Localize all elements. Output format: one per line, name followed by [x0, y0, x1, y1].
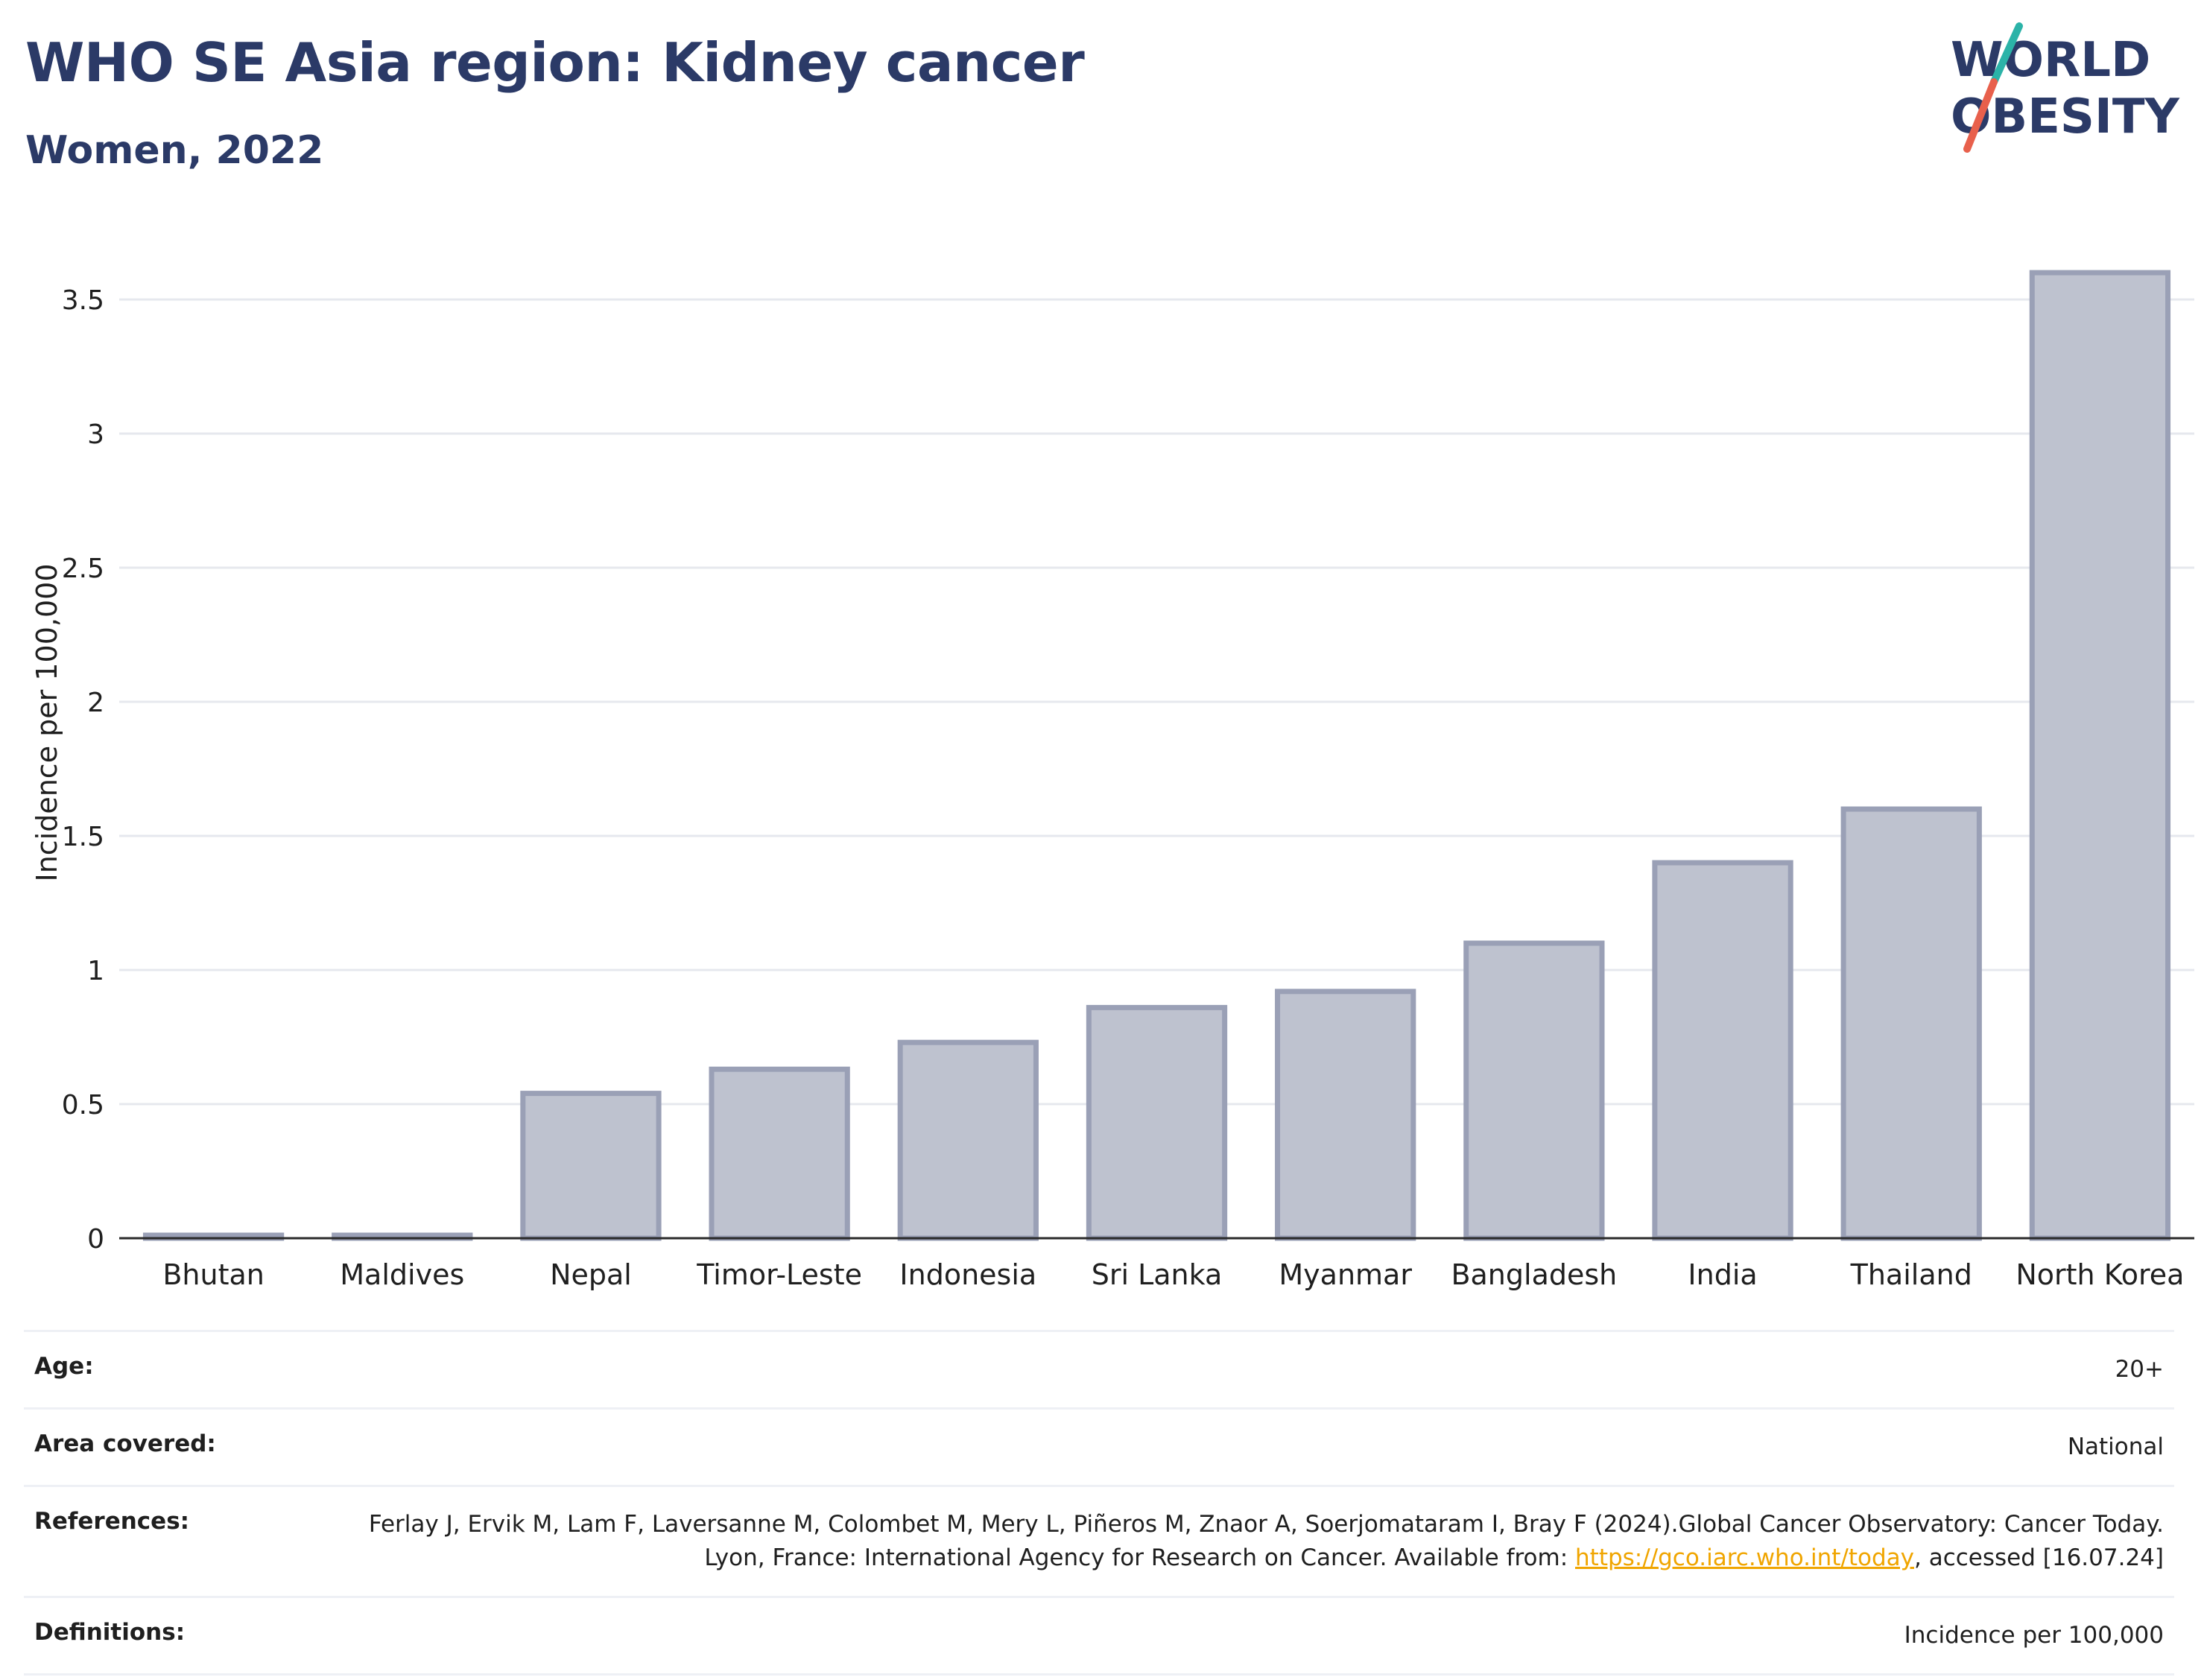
x-tick-label: Sri Lanka [1092, 1258, 1223, 1291]
meta-key: Area covered: [34, 1430, 216, 1457]
reference-text: Ferlay J, Ervik M, Lam F, Laversanne M, … [368, 1510, 2164, 1571]
axes: 0 0.5 1 1.5 2 2.5 3 3.5 Bhutan Maldives Nepal Timor… [62, 285, 2194, 1291]
logo-slash-bottom [1963, 78, 1998, 153]
y-tick-label: 1 [87, 956, 104, 986]
y-axis-label: Incidence per 100,000 [31, 563, 63, 881]
meta-row-area: Area covered: National [24, 1407, 2174, 1485]
logo-line1: WORLD [1951, 33, 2150, 88]
bar-india [1652, 860, 1793, 1241]
bar-thailand [1840, 806, 1982, 1241]
x-tick-label: Bhutan [162, 1258, 265, 1291]
meta-row-definitions: Definitions: Incidence per 100,000 [24, 1595, 2174, 1676]
meta-row-references: References: Ferlay J, Ervik M, Lam F, La… [24, 1484, 2174, 1596]
meta-key: Definitions: [34, 1618, 186, 1646]
page-subtitle: Women, 2022 [25, 128, 324, 173]
y-tick-label: 0 [87, 1224, 104, 1255]
x-tick-label: Timor-Leste [696, 1258, 862, 1291]
y-tick-label: 3.5 [62, 285, 104, 316]
logo-slash-top [1990, 22, 2023, 86]
bar-bangladesh [1463, 940, 1605, 1241]
world-obesity-logo: WORLD OBESITY [1951, 22, 2179, 153]
meta-value: 20+ [2115, 1356, 2164, 1383]
meta-key: References: [34, 1507, 190, 1535]
meta-value: Ferlay J, Ervik M, Lam F, Laversanne M, … [301, 1508, 2164, 1575]
y-tick-label: 2 [87, 688, 104, 718]
bar-indonesia [897, 1039, 1039, 1241]
x-tick-label: North Korea [2015, 1258, 2184, 1291]
x-tick-label: Indonesia [899, 1258, 1036, 1291]
y-tick-label: 3 [87, 419, 104, 450]
bar-timor-leste [709, 1066, 850, 1241]
reference-link[interactable]: https://gco.iarc.who.int/today [1575, 1544, 1914, 1571]
meta-value: Incidence per 100,000 [1904, 1621, 2164, 1649]
x-tick-label: Myanmar [1279, 1258, 1412, 1291]
page-title: WHO SE Asia region: Kidney cancer [25, 31, 1085, 94]
y-tick-label: 1.5 [62, 822, 104, 852]
bars [142, 270, 2171, 1241]
x-tick-label: Nepal [550, 1258, 632, 1291]
meta-value: National [2067, 1433, 2164, 1460]
x-tick-label: Thailand [1850, 1258, 1972, 1291]
x-tick-label: Maldives [340, 1258, 464, 1291]
x-tick-label: India [1688, 1258, 1757, 1291]
bar-north-korea [2029, 270, 2171, 1241]
bar-sri-lanka [1086, 1004, 1228, 1241]
x-tick-label: Bangladesh [1451, 1258, 1617, 1291]
y-tick-label: 0.5 [62, 1090, 104, 1120]
meta-row-age: Age: 20+ [24, 1330, 2174, 1407]
meta-key: Age: [34, 1353, 94, 1380]
reference-accessed: , accessed [16.07.24] [1913, 1544, 2164, 1571]
bar-chart: 0 0.5 1 1.5 2 2.5 3 3.5 Bhutan Maldives Nepal Timor… [31, 270, 2194, 1291]
bar-nepal [520, 1091, 662, 1241]
metadata-table: Age: 20+ Area covered: National Referenc… [24, 1330, 2174, 1676]
y-tick-label: 2.5 [62, 554, 104, 584]
bar-myanmar [1275, 989, 1416, 1241]
